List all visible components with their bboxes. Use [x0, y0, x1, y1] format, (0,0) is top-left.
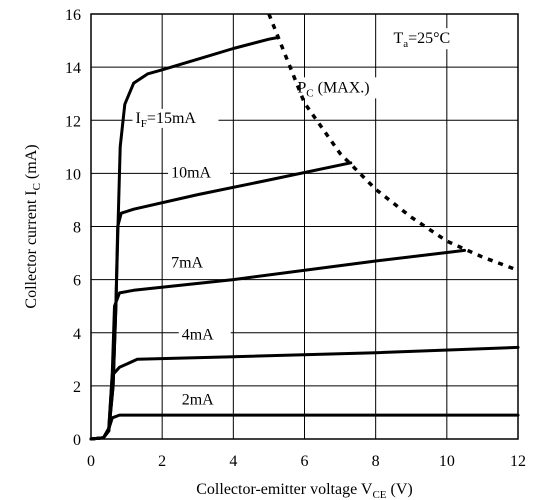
- x-tick-label: 10: [439, 453, 455, 470]
- curve-label-backgrounds: [132, 28, 489, 410]
- label-background: [390, 28, 489, 50]
- y-tick-label: 4: [73, 326, 81, 343]
- y-tick-label: 0: [73, 432, 81, 449]
- x-tick-label: 6: [301, 453, 309, 470]
- y-axis-title: Collector current IC (mA): [23, 144, 43, 308]
- tick-labels: 0 2 4 6 8 10 12 0 2 4 6 8 10 12 14 16: [65, 7, 526, 470]
- x-axis-title: Collector-emitter voltage VCE (V): [196, 481, 413, 500]
- label-background: [294, 77, 391, 99]
- series-label: 7mA: [171, 255, 203, 272]
- series-label: 4mA: [182, 326, 214, 343]
- x-tick-label: 8: [372, 453, 380, 470]
- x-tick-label: 2: [158, 453, 166, 470]
- label-background: [132, 108, 219, 128]
- series-label: IF=15mA: [135, 110, 196, 130]
- x-tick-label: 12: [510, 453, 526, 470]
- label-background: [178, 325, 231, 345]
- labels: IF=15mA 10mA 7mA 4mA 2mA PC (MAX.) Ta=25°C Coll…: [23, 13, 519, 500]
- y-tick-label: 2: [73, 379, 81, 396]
- y-tick-label: 12: [65, 113, 81, 130]
- x-tick-label: 4: [229, 453, 237, 470]
- series-label: 2mA: [182, 391, 214, 408]
- y-tick-label: 6: [73, 273, 81, 290]
- ambient-temperature-label: Ta=25°C: [393, 30, 450, 50]
- x-tick-label: 0: [87, 453, 95, 470]
- series-label: 10mA: [171, 164, 211, 181]
- curves: [89, 13, 520, 441]
- label-background: [168, 253, 221, 273]
- label-background: [168, 163, 231, 183]
- label-background: [178, 390, 231, 410]
- y-tick-label: 16: [65, 7, 81, 24]
- y-tick-label: 14: [65, 60, 81, 77]
- series-curve: [89, 413, 520, 441]
- y-tick-label: 8: [73, 220, 81, 237]
- plot-frame: [90, 13, 519, 440]
- y-tick-label: 10: [65, 166, 81, 183]
- pc-max-label: PC (MAX.): [297, 79, 369, 99]
